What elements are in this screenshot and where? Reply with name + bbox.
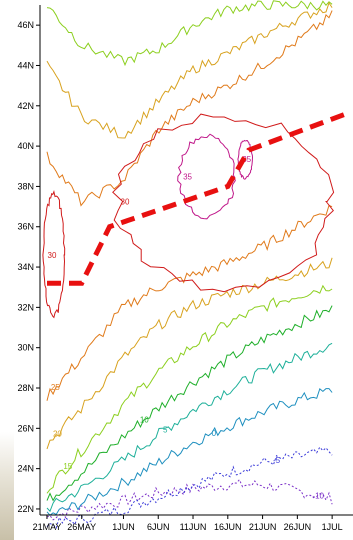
upper-contour-line-20: [46, 1, 333, 139]
contour-label-layer: -10 -5 0 5 10 15 20 25 30 30 35 35: [48, 155, 325, 500]
contour-label-0: 0: [212, 429, 217, 438]
y-tick-label-40N: 40N: [17, 141, 34, 151]
contour-line-20: [46, 257, 333, 450]
contour-label-closed-30-central: 30: [121, 198, 130, 207]
closed-contour-30-west: [42, 189, 66, 319]
y-tick-layer: 22N 24N 26N 28N 30N 32N 34N 36N 38N 40N 42N 44N 46N: [17, 20, 40, 514]
contour-label-closed-35-core: 35: [183, 172, 192, 181]
x-tick-label-21JUN: 21JUN: [249, 522, 277, 532]
contour-label-minus10: -10: [312, 492, 324, 501]
y-tick-label-44N: 44N: [17, 61, 34, 71]
contour-label-20: 20: [53, 430, 62, 439]
contour-label-25: 25: [51, 383, 60, 392]
plot-area: [40, 5, 353, 515]
y-tick-label-24N: 24N: [17, 464, 34, 474]
contour-label-15: 15: [63, 462, 72, 471]
y-tick-label-34N: 34N: [17, 262, 34, 272]
x-tick-layer: 21MAY 26MAY 1JUN 6JUN 11JUN 16JUN 21JUN 26JUN 1J…: [33, 515, 343, 532]
contour-line-25: [46, 204, 333, 401]
contour-label-closed-35-small: 35: [242, 155, 251, 164]
contour-layer: [42, 0, 335, 529]
axes-layer: [39, 5, 353, 516]
rain-belt-axis-layer: [47, 111, 347, 286]
contour-line-minus5: [46, 446, 333, 529]
y-tick-label-30N: 30N: [17, 343, 34, 353]
x-tick-label-6JUN: 6JUN: [147, 522, 170, 532]
contour-line-5: [46, 342, 333, 513]
y-tick-label-28N: 28N: [17, 383, 34, 393]
closed-contour-30-central: [112, 113, 335, 293]
contour-line-0: [46, 388, 333, 516]
contour-label-closed-30-west: 30: [48, 251, 57, 260]
contour-label-10: 10: [140, 416, 149, 425]
upper-contour-line-15: [46, 0, 333, 67]
contour-label-minus5: -5: [273, 456, 281, 465]
y-tick-label-38N: 38N: [17, 181, 34, 191]
x-tick-label-26JUN: 26JUN: [284, 522, 312, 532]
contour-line-10: [46, 305, 333, 502]
closed-contour-35-small: [237, 139, 254, 180]
rain-belt-dashed-line: [47, 111, 347, 286]
contour-line-15: [46, 284, 333, 494]
x-tick-label-21MAY: 21MAY: [33, 522, 62, 532]
x-tick-label-1JUN: 1JUN: [112, 522, 135, 532]
x-tick-label-26MAY: 26MAY: [67, 522, 96, 532]
closed-contour-35-core: [177, 133, 236, 220]
y-tick-label-26N: 26N: [17, 423, 34, 433]
contour-label-5: 5: [163, 426, 168, 435]
y-tick-label-22N: 22N: [17, 504, 34, 514]
y-tick-label-32N: 32N: [17, 302, 34, 312]
y-tick-label-46N: 46N: [17, 20, 34, 30]
upper-contour-line-25: [46, 10, 333, 207]
x-tick-label-11JUN: 11JUN: [180, 522, 207, 532]
x-tick-label-1JUL: 1JUL: [322, 522, 343, 532]
x-tick-label-16JUN: 16JUN: [214, 522, 242, 532]
y-tick-label-42N: 42N: [17, 101, 34, 111]
plot-background-left-strip: [0, 0, 14, 540]
y-tick-label-36N: 36N: [17, 222, 34, 232]
contour-line-minus10: [46, 478, 333, 521]
